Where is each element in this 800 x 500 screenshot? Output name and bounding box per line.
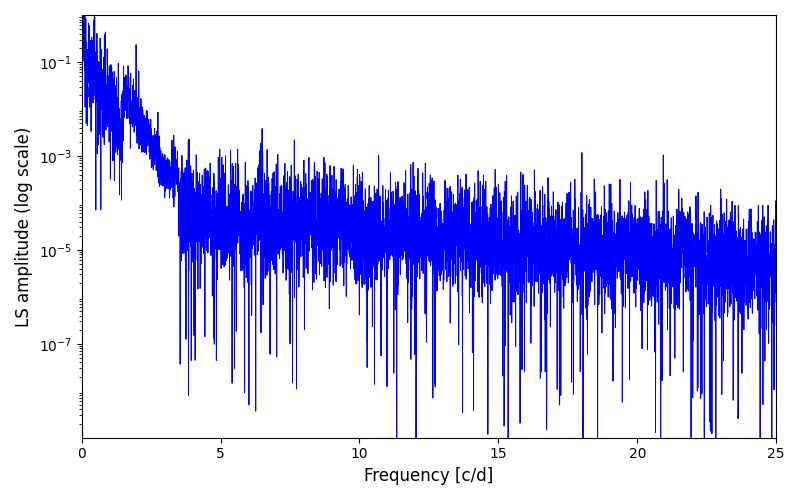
- X-axis label: Frequency [c/d]: Frequency [c/d]: [364, 467, 494, 485]
- Y-axis label: LS amplitude (log scale): LS amplitude (log scale): [15, 126, 33, 326]
